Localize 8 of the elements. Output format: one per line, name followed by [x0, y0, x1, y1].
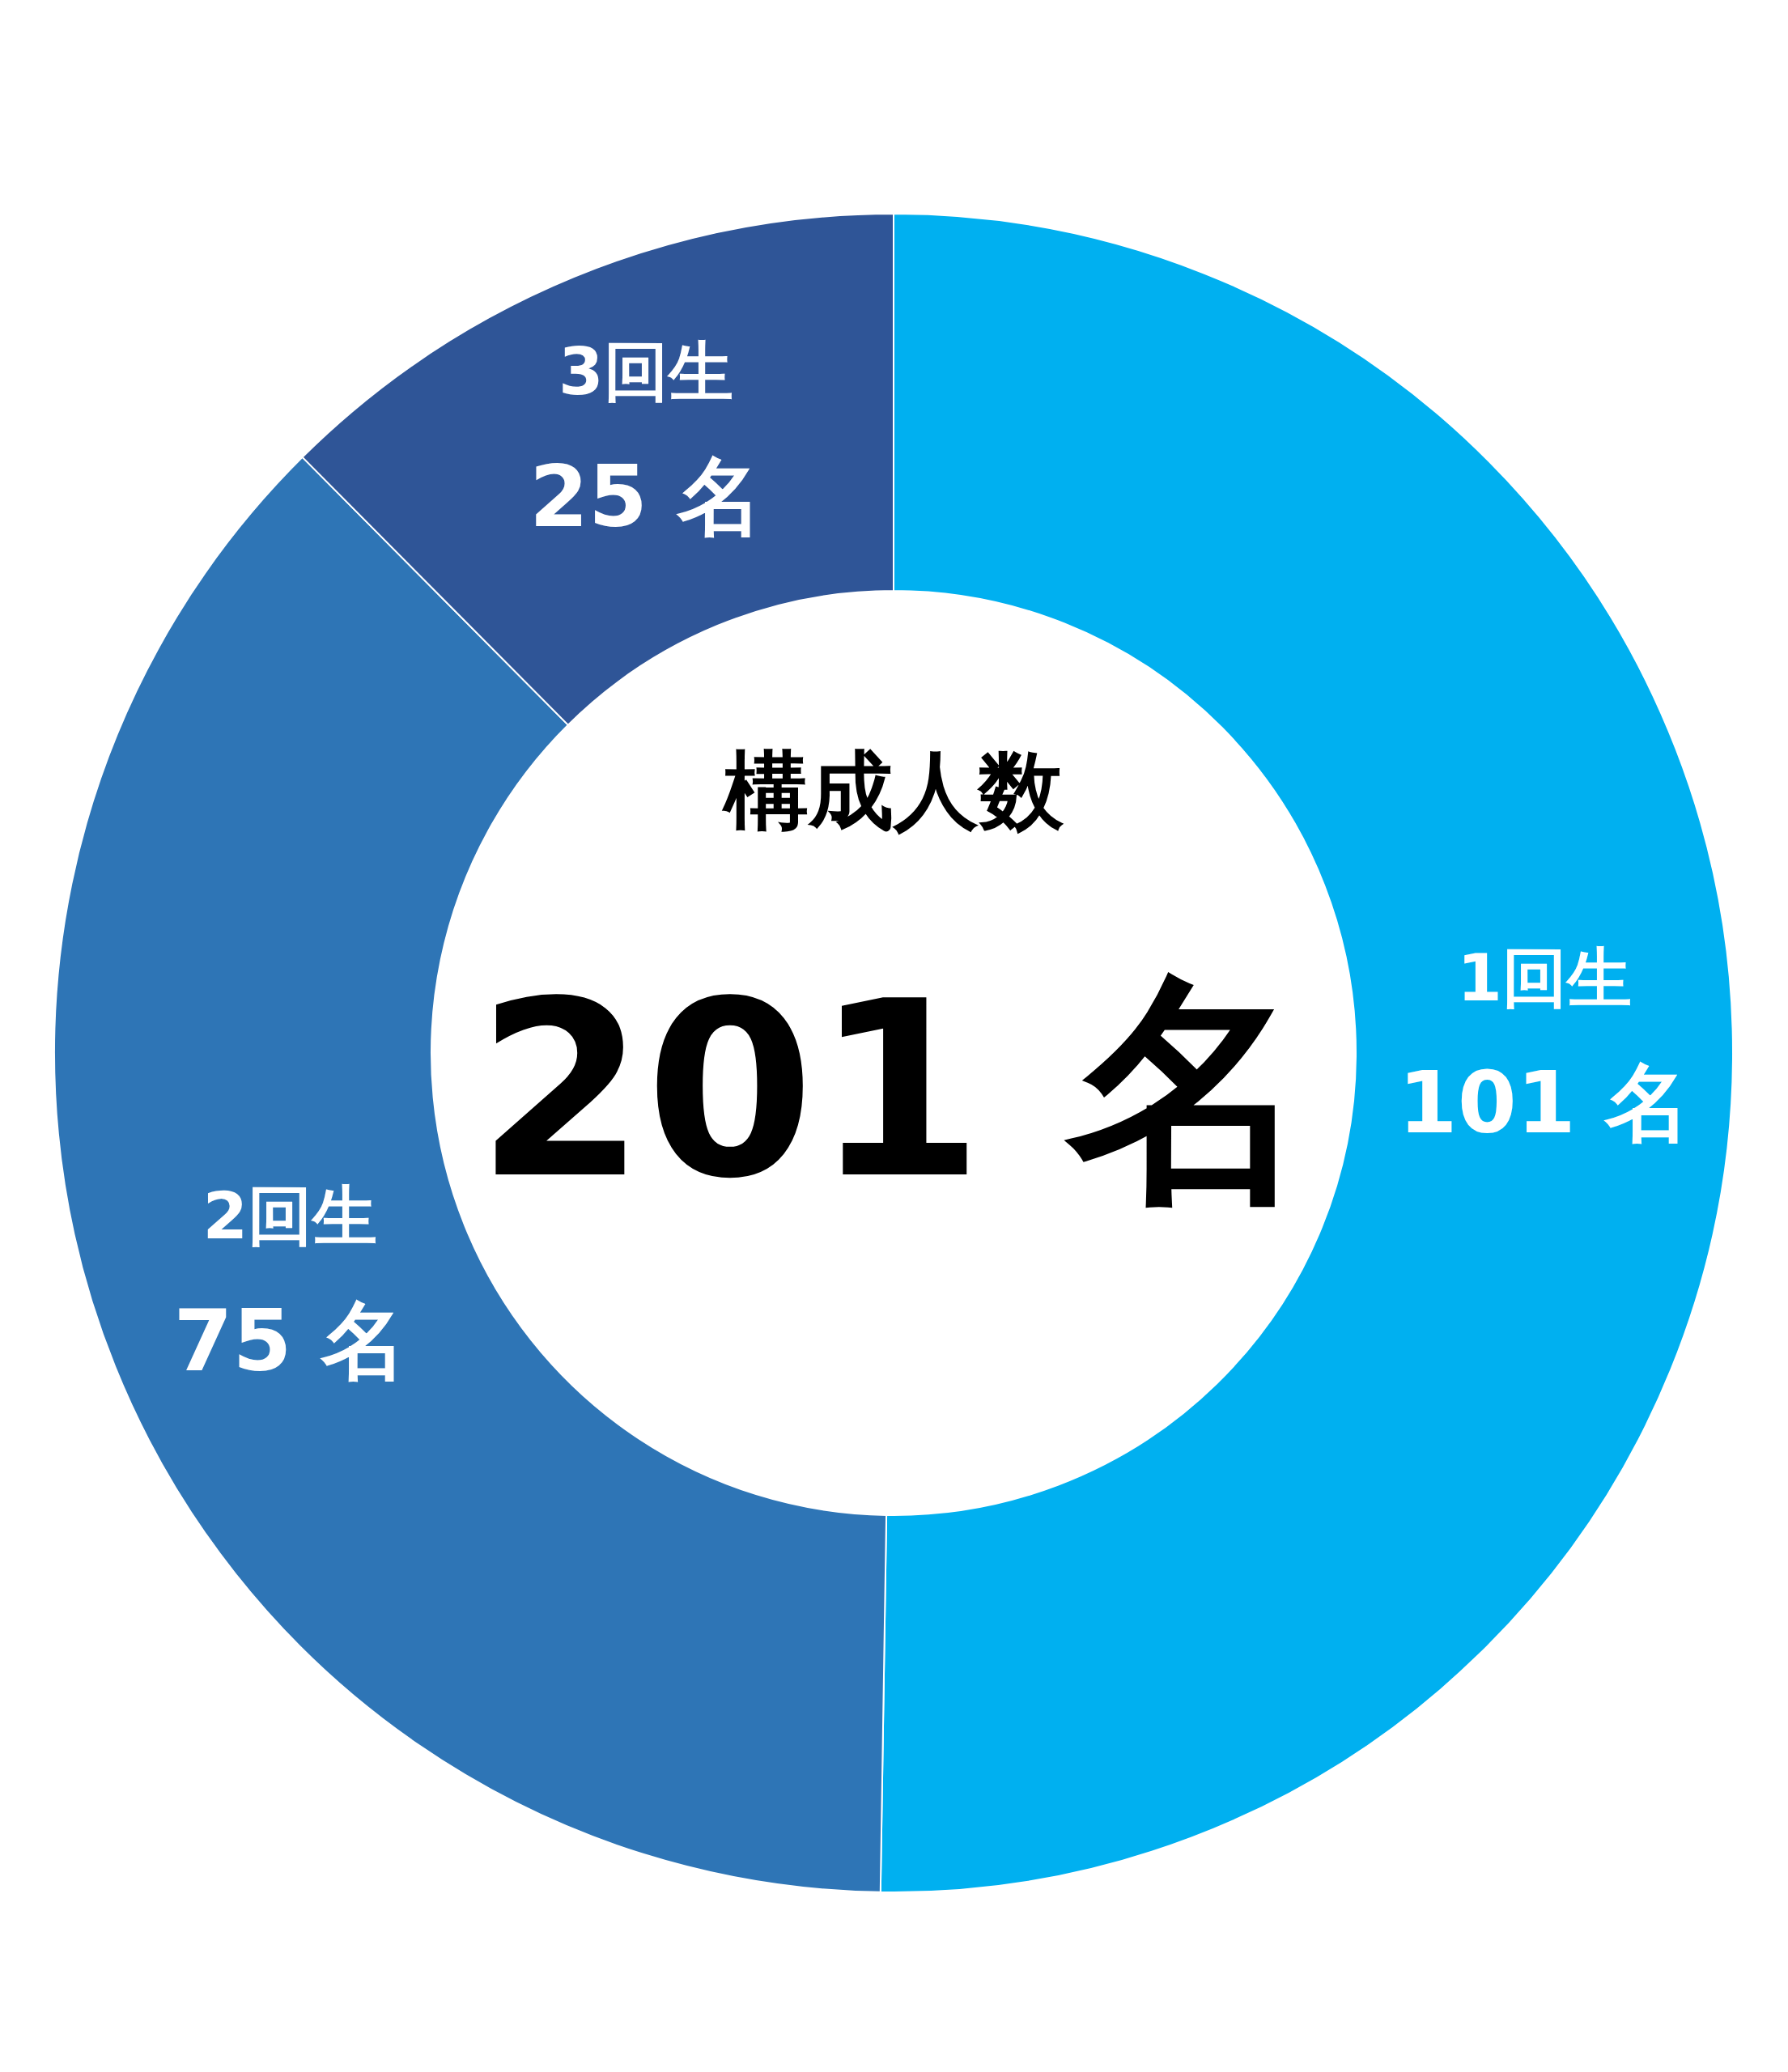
data-label: 25 名 [529, 447, 762, 546]
text: 構成人数 [721, 741, 1064, 840]
data-label: 75 名 [173, 1292, 407, 1391]
slice-label: 3回生 [558, 333, 733, 410]
data-label: 101 名 [1398, 1054, 1691, 1153]
slice-label: 1回生 [1457, 940, 1632, 1017]
text: 201 名 [476, 949, 1311, 1232]
slice-label: 2回生 [202, 1178, 378, 1255]
